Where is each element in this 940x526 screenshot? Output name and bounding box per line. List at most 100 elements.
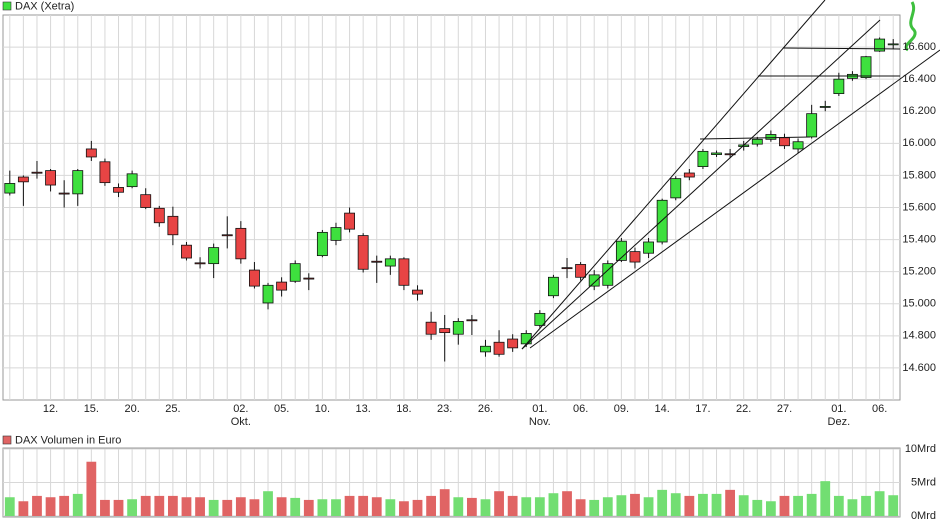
legend-swatch [2,435,12,445]
candle-body [887,43,899,46]
y-tick-label: 15.200 [902,266,936,278]
y-tick-label: 15.000 [902,298,936,310]
volume-bar [494,491,504,516]
candle-body [153,207,165,224]
volume-bar [249,499,260,516]
volume-bar [181,497,192,516]
candle-body [629,251,641,263]
volume-bar [235,497,246,516]
candle-body [683,172,695,178]
candle-body [45,170,56,186]
candle-body [412,289,423,295]
volume-bar [154,495,165,516]
y-tick-label: 15.800 [902,169,936,181]
y-tick-label: 14.800 [902,330,936,342]
volume-bar [589,499,600,516]
x-tick-label: 17. [695,403,710,415]
volume-bar [399,501,409,516]
candle-body [575,264,587,278]
volume-bar [602,497,613,516]
volume-bar [820,481,831,516]
volume-bar [616,495,627,516]
y-tick-label: 16.400 [902,73,936,85]
candle-body [58,192,70,195]
candle-body [711,152,722,155]
volume-bar [684,495,695,516]
volume-bar [331,499,341,516]
volume-bar [412,499,423,516]
candle-body [99,161,111,184]
candle-body [860,56,872,78]
volume-bar [317,499,328,516]
candle-body [656,199,668,243]
y-tick-label: 14.600 [902,362,936,374]
volume-bar [738,495,749,516]
candle-body [316,231,328,257]
volume-bar [888,495,899,516]
volume-bar [344,495,355,516]
y-tick-label: 16.600 [902,41,936,53]
candle-body [167,215,179,236]
candle-body [235,227,247,260]
volume-title: DAX Volumen in Euro [15,434,121,446]
x-tick-label: 06. [872,403,887,415]
x-tick-label: 12. [43,403,58,415]
candle-body [221,234,233,237]
candle-body [384,258,396,267]
volume-bar [466,497,477,516]
x-tick-label: 27. [777,403,792,415]
candle-body [670,178,682,199]
x-tick-label: 14. [655,403,670,415]
volume-bar [426,495,437,516]
x-tick-label: 06. [573,403,588,415]
volume-bar [657,489,668,516]
volume-bar [562,491,572,516]
candle-body [17,176,29,183]
grid [3,15,900,517]
volume-bar [575,499,586,516]
volume-bar [290,497,301,516]
trend-line [699,136,811,140]
x-tick-label: 25. [165,403,180,415]
volume-bar [874,491,885,516]
x-tick-label: 01. [532,403,547,415]
price-title: DAX (Xetra) [15,0,74,12]
y-tick-label: 16.000 [902,137,936,149]
volume-bar [752,499,763,516]
volume-bar [303,499,314,516]
annotation-scribble [904,1,917,52]
volume-bar [4,497,15,516]
volume-bar [793,495,803,516]
y-tick-label: 5Mrd [911,476,936,488]
trend-line [782,47,901,50]
volume-bar [548,493,559,516]
y-tick-label: 16.200 [902,105,936,117]
x-tick-label: 09. [614,403,629,415]
volume-bar [167,495,178,516]
volume-bar [630,493,640,516]
candle-body [588,274,600,287]
candle-body [615,240,627,261]
marks [4,37,899,516]
volume-bar [698,493,708,516]
candle-body [724,153,736,156]
volume-bar [833,495,844,516]
candle-body [31,171,43,174]
candle-body [507,338,519,349]
x-tick-label: 18. [396,403,411,415]
candle-body [480,345,491,353]
candle-body [452,320,464,335]
candle-body [398,258,410,286]
volume-bar [276,497,287,516]
candle-body [751,138,763,145]
candle-body [72,170,84,195]
candle-body [262,284,274,304]
volume-bar [806,493,817,516]
candle-body [779,137,790,147]
volume-bar [711,493,722,516]
candle-body [289,263,301,282]
trend-line [521,19,881,350]
candle-body [4,183,16,194]
volume-bar [195,497,205,516]
